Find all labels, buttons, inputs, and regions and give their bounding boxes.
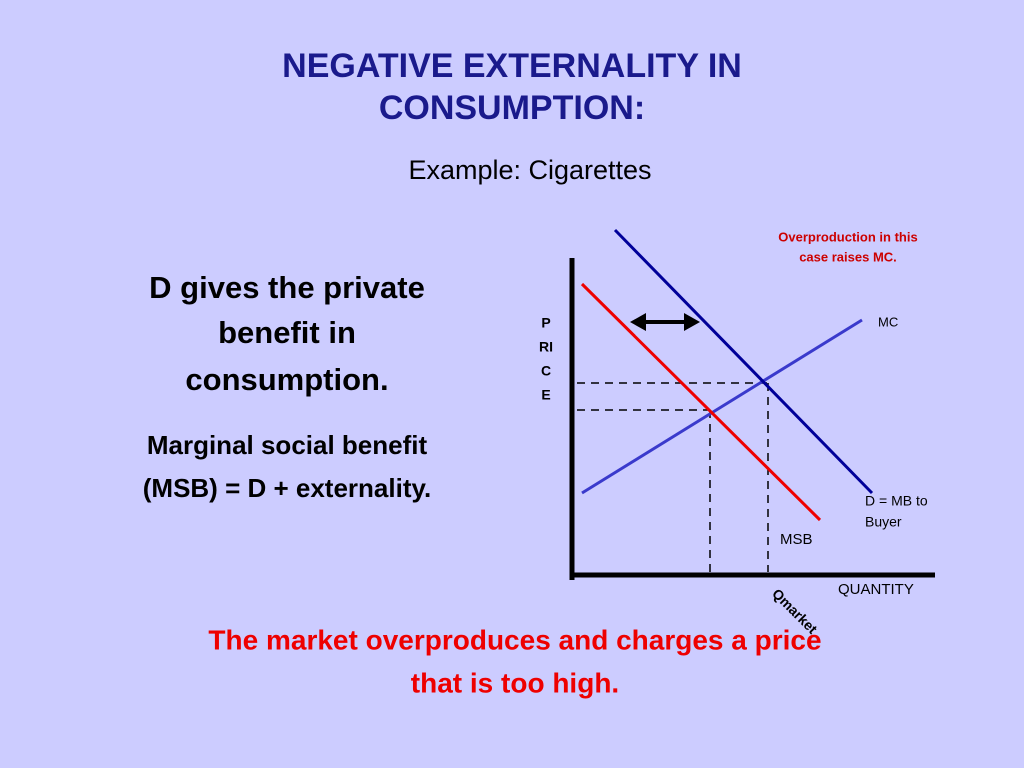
note: case raises MC. [799,249,897,264]
title: CONSUMPTION: [379,89,645,127]
note: Overproduction in this [778,229,917,244]
point-text: consumption. [185,362,388,397]
title: NEGATIVE EXTERNALITY IN [282,47,742,85]
footer: The market overproduces and charges a pr… [208,624,821,655]
arrow-head [630,313,646,331]
point-text: Marginal social benefit [147,430,428,460]
point-text: benefit in [218,315,356,350]
y-axis-label: P [541,315,550,331]
curve-label: Buyer [865,514,902,530]
shift-arrow [630,313,700,331]
point-text: (MSB) = D + externality. [143,473,432,503]
arrow-head [684,313,700,331]
subtitle: Example: Cigarettes [408,155,651,185]
curve-label: MC [878,314,898,329]
demand-curve [613,228,874,495]
x-axis-label: QUANTITY [838,581,914,598]
footer: that is too high. [411,667,619,698]
y-axis-label: C [541,363,551,379]
mc-curve [581,318,863,495]
msb-curve [580,282,822,522]
curve-label: D = MB to [865,493,928,509]
y-axis-label: E [541,387,550,403]
curve-label: MSB [780,531,813,548]
y-axis-label: RI [539,339,553,355]
guides [577,382,769,572]
point-text: D gives the private [149,270,425,305]
